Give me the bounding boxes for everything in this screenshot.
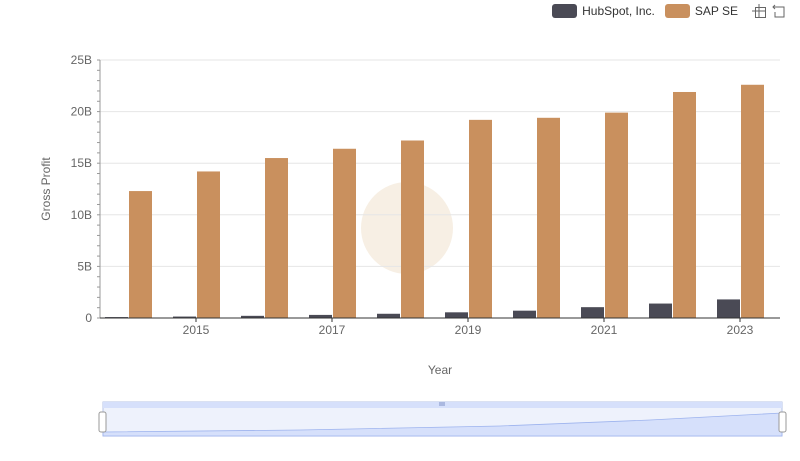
bar-sap-2016 [265,158,288,318]
bar-sap-2022 [673,91,696,318]
restore-icon[interactable] [772,4,786,18]
legend-label-hubspot: HubSpot, Inc. [582,4,655,18]
bar-hubspot-2019 [445,312,468,318]
bar-hubspot-2023 [717,299,740,318]
bar-hubspot-2016 [241,315,264,318]
bar-hubspot-2022 [649,303,672,318]
bar-hubspot-2015 [173,316,196,318]
x-tick-label: 2019 [455,323,482,337]
legend-swatch-sap [664,4,690,18]
bar-sap-2020 [537,117,560,319]
bar-hubspot-2017 [309,314,332,318]
y-tick-label: 10B [71,208,92,222]
bars-layer [105,84,764,319]
y-tick-label: 20B [71,105,92,119]
bar-hubspot-2021 [581,307,604,318]
slider-drag-grip [439,402,445,406]
bar-hubspot-2020 [513,310,536,318]
y-tick-label: 25B [71,53,92,67]
legend-label-sap: SAP SE [694,4,738,18]
bar-sap-2015 [197,171,220,318]
bar-sap-2019 [469,119,492,318]
x-axis-label: Year [428,363,452,377]
slider-handle-right [778,411,787,433]
grid-lines [100,59,780,267]
bar-sap-2023 [741,84,764,318]
y-tick-label: 5B [77,259,92,273]
slider-preview-area [102,412,783,437]
bar-sap-2017 [333,148,356,318]
axes-layer: 0 5B 10B 15B 20B 25B 2015 2017 2019 2021 2023 [71,53,780,337]
bar-hubspot-2018 [377,313,400,318]
x-tick-label: 2015 [183,323,210,337]
x-tick-label: 2017 [319,323,346,337]
y-tick-label: 15B [71,156,92,170]
legend-item-sap[interactable]: SAP SE [664,4,738,18]
bar-sap-2014 [129,191,152,318]
y-tick-label: 0 [85,311,92,325]
legend: HubSpot, Inc. SAP SE [552,4,786,18]
x-tick-label: 2021 [591,323,618,337]
y-axis-label: Gross Profit [39,157,53,221]
legend-item-hubspot[interactable]: HubSpot, Inc. [552,4,655,18]
toolbox [752,4,786,18]
slider-handle-left [98,411,107,433]
bar-sap-2018 [401,140,424,318]
data-zoom-slider[interactable] [98,401,787,437]
zoom-icon[interactable] [752,4,766,18]
x-tick-label: 2023 [727,323,754,337]
legend-swatch-hubspot [552,4,578,18]
bar-sap-2021 [605,112,628,319]
